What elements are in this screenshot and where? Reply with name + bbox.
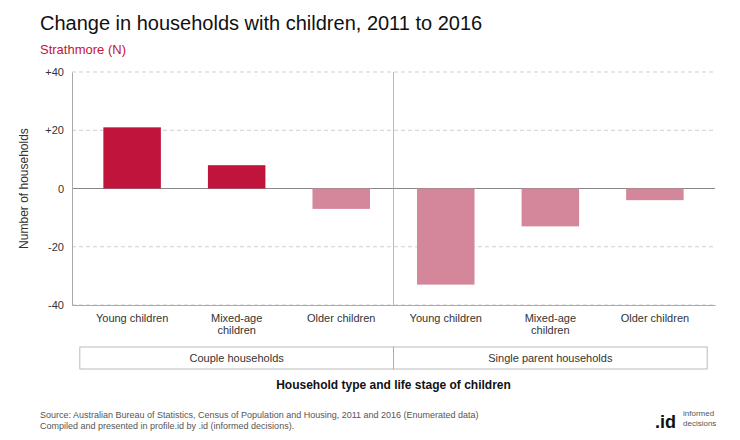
x-tick-label-line: Mixed-age xyxy=(211,312,262,324)
x-tick-label-line: Young children xyxy=(96,312,168,324)
logo: .id xyxy=(655,412,676,432)
subtitle: Strathmore (N) xyxy=(40,42,126,57)
source-line: Compiled and presented in profile.id by … xyxy=(40,421,294,431)
x-tick-label-line: Young children xyxy=(410,312,482,324)
bar xyxy=(626,189,684,201)
x-tick-label: Mixed-agechildren xyxy=(525,312,576,337)
group-box xyxy=(80,347,394,369)
logo-subtext-line: informed xyxy=(683,409,714,418)
x-tick: Mixed-agechildren xyxy=(211,312,262,337)
x-tick-label: Older children xyxy=(621,312,689,324)
x-axis-line xyxy=(73,305,716,306)
y-tick-label: -20 xyxy=(48,241,64,253)
x-tick-label: Mixed-agechildren xyxy=(211,312,262,337)
bar xyxy=(103,127,161,188)
x-tick-label-line: children xyxy=(531,324,570,336)
y-tick-label: +20 xyxy=(45,124,64,136)
x-tick-label-line: Older children xyxy=(621,312,689,324)
x-tick-label: Young children xyxy=(410,312,482,324)
groups: Couple households Single parent household… xyxy=(80,72,707,369)
y-tick: -40 xyxy=(48,299,72,311)
y-tick: -20 xyxy=(48,241,72,253)
x-tick-label: Older children xyxy=(307,312,375,324)
y-tick: +40 xyxy=(45,66,72,78)
group-label: Single parent households xyxy=(488,352,613,364)
source-line: Source: Australian Bureau of Statistics,… xyxy=(40,410,479,420)
grid xyxy=(72,72,715,305)
group-label: Couple households xyxy=(190,352,285,364)
group-divider xyxy=(393,72,394,305)
x-tick: Young children xyxy=(96,312,168,324)
y-tick-label: 0 xyxy=(58,183,64,195)
group-box xyxy=(394,347,708,369)
x-tick-label-line: Older children xyxy=(307,312,375,324)
y-axis: -40 -20 0 +20 +40 xyxy=(45,66,72,311)
x-tick-label-line: Mixed-age xyxy=(525,312,576,324)
logo-subtext-line: decisions xyxy=(683,419,716,428)
bar xyxy=(417,189,475,285)
x-tick: Young children xyxy=(410,312,482,324)
bar xyxy=(312,189,370,209)
chart: Change in households with children, 2011… xyxy=(0,0,740,440)
plot: -40-200+20+40Young childrenMixed-agechil… xyxy=(17,66,716,392)
y-tick-label: +40 xyxy=(45,66,64,78)
x-tick: Mixed-agechildren xyxy=(525,312,576,337)
y-axis-title: Number of households xyxy=(17,128,31,249)
x-tick-label: Young children xyxy=(96,312,168,324)
x-tick: Older children xyxy=(307,312,375,324)
source: Source: Australian Bureau of Statistics,… xyxy=(40,410,479,431)
logo-subtext: informeddecisions xyxy=(683,409,716,428)
x-tick-label-line: children xyxy=(217,324,256,336)
bar xyxy=(522,189,580,227)
y-axis-line xyxy=(72,73,73,306)
y-tick: 0 xyxy=(58,183,72,195)
x-axis: Young childrenMixed-agechildrenOlder chi… xyxy=(73,306,716,337)
bar xyxy=(208,165,266,188)
y-tick: +20 xyxy=(45,124,72,136)
y-tick-label: -40 xyxy=(48,299,64,311)
x-tick: Older children xyxy=(621,312,689,324)
x-axis-title: Household type and life stage of childre… xyxy=(276,378,511,392)
title: Change in households with children, 2011… xyxy=(40,12,482,34)
